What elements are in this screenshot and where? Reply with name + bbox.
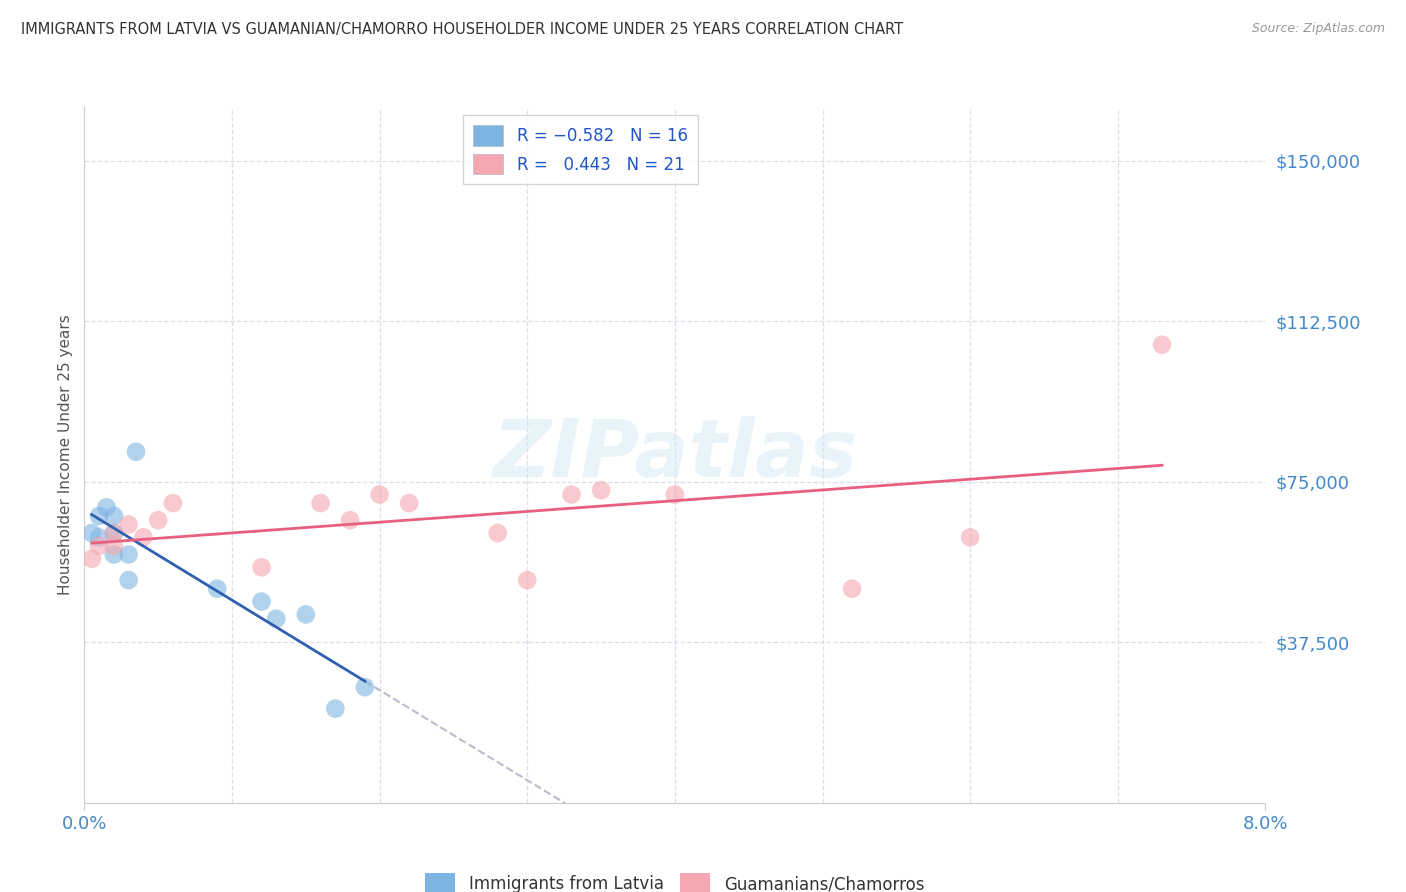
Point	[89, 539, 111, 553]
Point	[80, 551, 103, 566]
Point	[103, 526, 125, 541]
Text: IMMIGRANTS FROM LATVIA VS GUAMANIAN/CHAMORRO HOUSEHOLDER INCOME UNDER 25 YEARS C: IMMIGRANTS FROM LATVIA VS GUAMANIAN/CHAM…	[21, 22, 903, 37]
Point	[103, 508, 125, 523]
Point	[339, 513, 361, 527]
Point	[132, 530, 155, 544]
Point	[841, 582, 863, 596]
Point	[103, 548, 125, 562]
Point	[118, 517, 141, 532]
Text: Source: ZipAtlas.com: Source: ZipAtlas.com	[1251, 22, 1385, 36]
Point	[89, 508, 111, 523]
Point	[148, 513, 170, 527]
Point	[664, 487, 686, 501]
Point	[118, 548, 141, 562]
Point	[295, 607, 318, 622]
Point	[118, 573, 141, 587]
Point	[368, 487, 391, 501]
Legend: Immigrants from Latvia, Guamanians/Chamorros: Immigrants from Latvia, Guamanians/Chamo…	[419, 867, 931, 892]
Point	[323, 701, 347, 715]
Point	[162, 496, 184, 510]
Y-axis label: Householder Income Under 25 years: Householder Income Under 25 years	[58, 315, 73, 595]
Point	[516, 573, 538, 587]
Point	[103, 526, 125, 541]
Point	[89, 530, 111, 544]
Point	[309, 496, 332, 510]
Point	[486, 526, 509, 541]
Point	[1150, 337, 1173, 351]
Point	[250, 560, 273, 574]
Point	[591, 483, 613, 498]
Point	[250, 594, 273, 608]
Point	[205, 582, 228, 596]
Point	[560, 487, 583, 501]
Text: ZIPatlas: ZIPatlas	[492, 416, 858, 494]
Point	[80, 526, 103, 541]
Point	[959, 530, 981, 544]
Point	[398, 496, 420, 510]
Point	[125, 444, 148, 458]
Point	[264, 612, 288, 626]
Point	[103, 539, 125, 553]
Point	[96, 500, 118, 515]
Point	[354, 680, 377, 694]
